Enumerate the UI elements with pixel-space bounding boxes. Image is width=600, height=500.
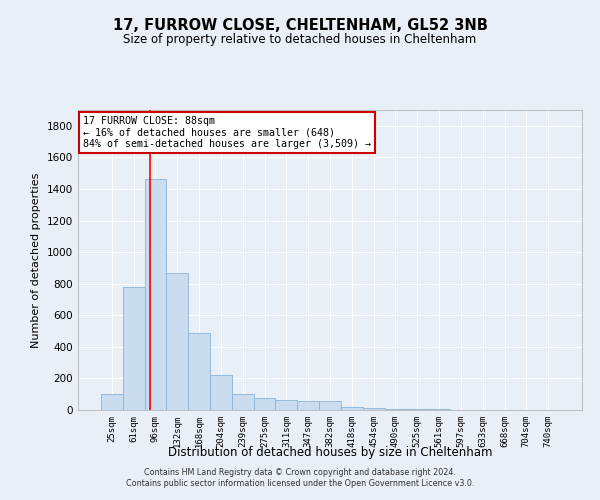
Bar <box>275 400 297 410</box>
Bar <box>188 332 210 410</box>
Bar <box>297 400 319 410</box>
Bar <box>101 394 123 410</box>
Bar <box>210 376 232 410</box>
Bar <box>145 180 166 410</box>
Text: Distribution of detached houses by size in Cheltenham: Distribution of detached houses by size … <box>168 446 492 459</box>
Bar <box>166 272 188 410</box>
Bar <box>232 394 254 410</box>
Bar <box>319 402 341 410</box>
Y-axis label: Number of detached properties: Number of detached properties <box>31 172 41 348</box>
Bar <box>341 407 363 410</box>
Bar <box>406 409 428 410</box>
Bar <box>254 398 275 410</box>
Text: Size of property relative to detached houses in Cheltenham: Size of property relative to detached ho… <box>124 34 476 46</box>
Bar <box>385 408 406 410</box>
Text: 17 FURROW CLOSE: 88sqm
← 16% of detached houses are smaller (648)
84% of semi-de: 17 FURROW CLOSE: 88sqm ← 16% of detached… <box>83 116 371 149</box>
Bar <box>363 408 385 410</box>
Text: Contains HM Land Registry data © Crown copyright and database right 2024.
Contai: Contains HM Land Registry data © Crown c… <box>126 468 474 487</box>
Bar <box>123 287 145 410</box>
Text: 17, FURROW CLOSE, CHELTENHAM, GL52 3NB: 17, FURROW CLOSE, CHELTENHAM, GL52 3NB <box>113 18 487 32</box>
